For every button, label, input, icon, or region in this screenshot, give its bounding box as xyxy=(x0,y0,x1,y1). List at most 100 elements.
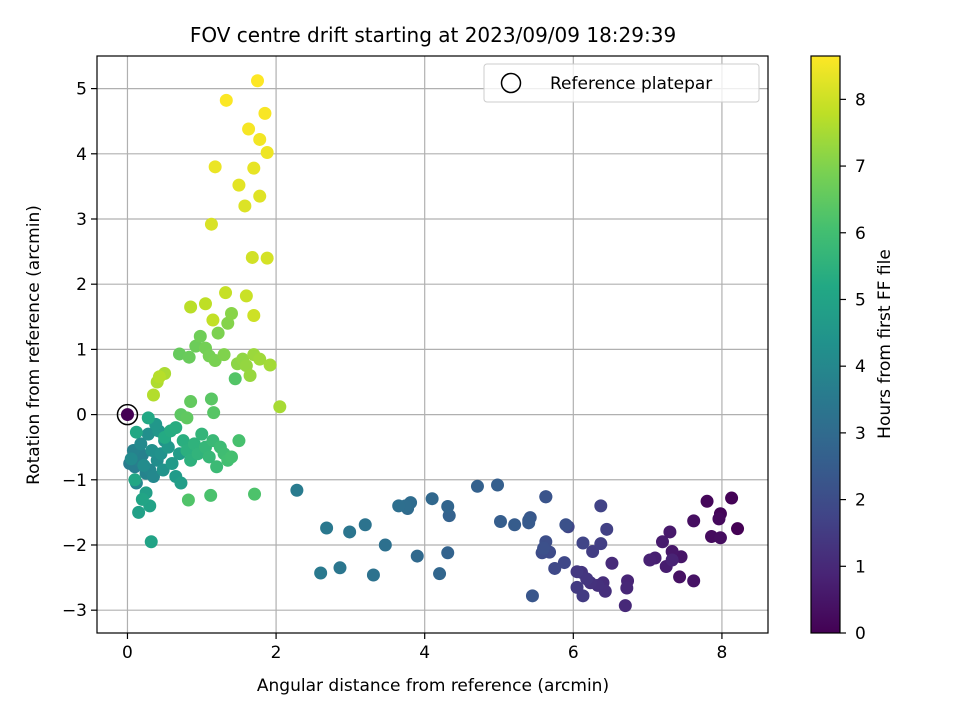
y-tick-label: 2 xyxy=(76,275,87,295)
scatter-point xyxy=(392,499,406,513)
scatter-point xyxy=(548,561,562,575)
scatter-point xyxy=(378,538,392,552)
colorbar-tick-label: 5 xyxy=(855,290,866,310)
scatter-point xyxy=(211,326,225,340)
scatter-point xyxy=(441,546,455,560)
scatter-point xyxy=(187,437,201,451)
scatter-point xyxy=(202,450,216,464)
scatter-point xyxy=(314,566,328,580)
scatter-point xyxy=(320,521,334,535)
legend-entry-label: Reference platepar xyxy=(550,74,712,94)
scatter-point xyxy=(219,93,233,107)
colorbar-tick-label: 2 xyxy=(855,491,866,511)
scatter-point xyxy=(245,250,259,264)
colorbar xyxy=(811,56,840,633)
scatter-point xyxy=(228,372,242,386)
legend-open-circle-marker xyxy=(500,72,522,94)
x-tick-label: 4 xyxy=(419,643,430,663)
scatter-point xyxy=(253,189,267,203)
y-axis-label: Rotation from reference (arcmin) xyxy=(24,205,44,485)
scatter-point xyxy=(129,425,143,439)
scatter-point xyxy=(247,161,261,175)
colorbar-tick-label: 4 xyxy=(855,357,866,377)
scatter-point xyxy=(184,300,198,314)
scatter-point xyxy=(165,456,179,470)
scatter-point xyxy=(135,492,149,506)
colorbar-tick-label: 6 xyxy=(855,224,866,244)
scatter-point xyxy=(251,74,265,88)
scatter-point xyxy=(204,392,218,406)
scatter-point xyxy=(258,106,272,120)
scatter-point xyxy=(232,178,246,192)
scatter-point xyxy=(239,359,253,373)
legend: Reference platepar xyxy=(483,63,760,103)
scatter-point xyxy=(559,518,573,532)
scatter-point xyxy=(180,411,194,425)
y-tick-label: 4 xyxy=(76,145,87,165)
plot-area-frame xyxy=(96,55,769,634)
scatter-point xyxy=(665,553,679,567)
scatter-point xyxy=(217,348,231,362)
x-tick-label: 0 xyxy=(122,643,133,663)
scatter-point xyxy=(643,553,657,567)
scatter-point xyxy=(195,427,209,441)
scatter-point xyxy=(537,541,551,555)
reference-point-marker xyxy=(116,403,139,426)
scatter-point xyxy=(181,493,195,507)
x-tick-label: 6 xyxy=(568,643,579,663)
scatter-point xyxy=(169,421,183,435)
scatter-point xyxy=(141,411,155,425)
scatter-point xyxy=(539,490,553,504)
scatter-point xyxy=(232,434,246,448)
scatter-point xyxy=(208,160,222,174)
scatter-point xyxy=(425,492,439,506)
scatter-point xyxy=(576,589,590,603)
colorbar-frame xyxy=(810,55,841,634)
y-tick-label: 3 xyxy=(76,210,87,230)
reference-point-layer xyxy=(116,403,139,426)
scatter-point xyxy=(207,406,221,420)
colorbar-ticks: 0 1 2 3 4 5 6 7 8 xyxy=(840,90,866,644)
y-tick-label: −3 xyxy=(62,601,87,621)
scatter-point xyxy=(290,483,304,497)
colorbar-tick-label: 1 xyxy=(855,557,866,577)
scatter-point xyxy=(260,145,274,159)
scatter-point xyxy=(152,370,166,384)
scatter-point xyxy=(470,479,484,493)
scatter-point xyxy=(333,561,347,575)
colorbar-tick-label: 7 xyxy=(855,157,866,177)
scatter-point xyxy=(219,286,233,300)
scatter-point xyxy=(557,556,571,570)
chart-title: FOV centre drift starting at 2023/09/09 … xyxy=(190,23,676,47)
scatter-point xyxy=(525,589,539,603)
scatter-point xyxy=(343,525,357,539)
scatter-point xyxy=(146,388,160,402)
colorbar-tick-label: 0 xyxy=(855,624,866,644)
scatter-point xyxy=(570,565,584,579)
scatter-point xyxy=(189,339,203,353)
scatter-point xyxy=(687,514,701,528)
scatter-point xyxy=(731,522,745,536)
reference-point-fill xyxy=(120,408,134,422)
scatter-point xyxy=(713,531,727,545)
scatter-point xyxy=(128,473,142,487)
scatter-point xyxy=(576,536,590,550)
scatter-point xyxy=(687,574,701,588)
scatter-point xyxy=(700,494,714,508)
scatter-point xyxy=(224,307,238,321)
scatter-point xyxy=(673,570,687,584)
scatter-point xyxy=(663,525,677,539)
scatter-point xyxy=(182,350,196,364)
scatter-point xyxy=(586,545,600,559)
scatter-point xyxy=(594,537,608,551)
y-axis-ticks: −3 −2 −1 0 1 2 3 4 5 xyxy=(62,80,97,621)
scatter-point xyxy=(247,308,261,322)
scatter-point xyxy=(600,522,614,536)
scatter-point xyxy=(224,450,238,464)
scatter-point xyxy=(132,505,146,519)
scatter-point xyxy=(605,556,619,570)
scatter-point xyxy=(366,568,380,582)
scatter-point xyxy=(712,512,726,526)
colorbar-label: Hours from first FF file xyxy=(875,249,895,439)
